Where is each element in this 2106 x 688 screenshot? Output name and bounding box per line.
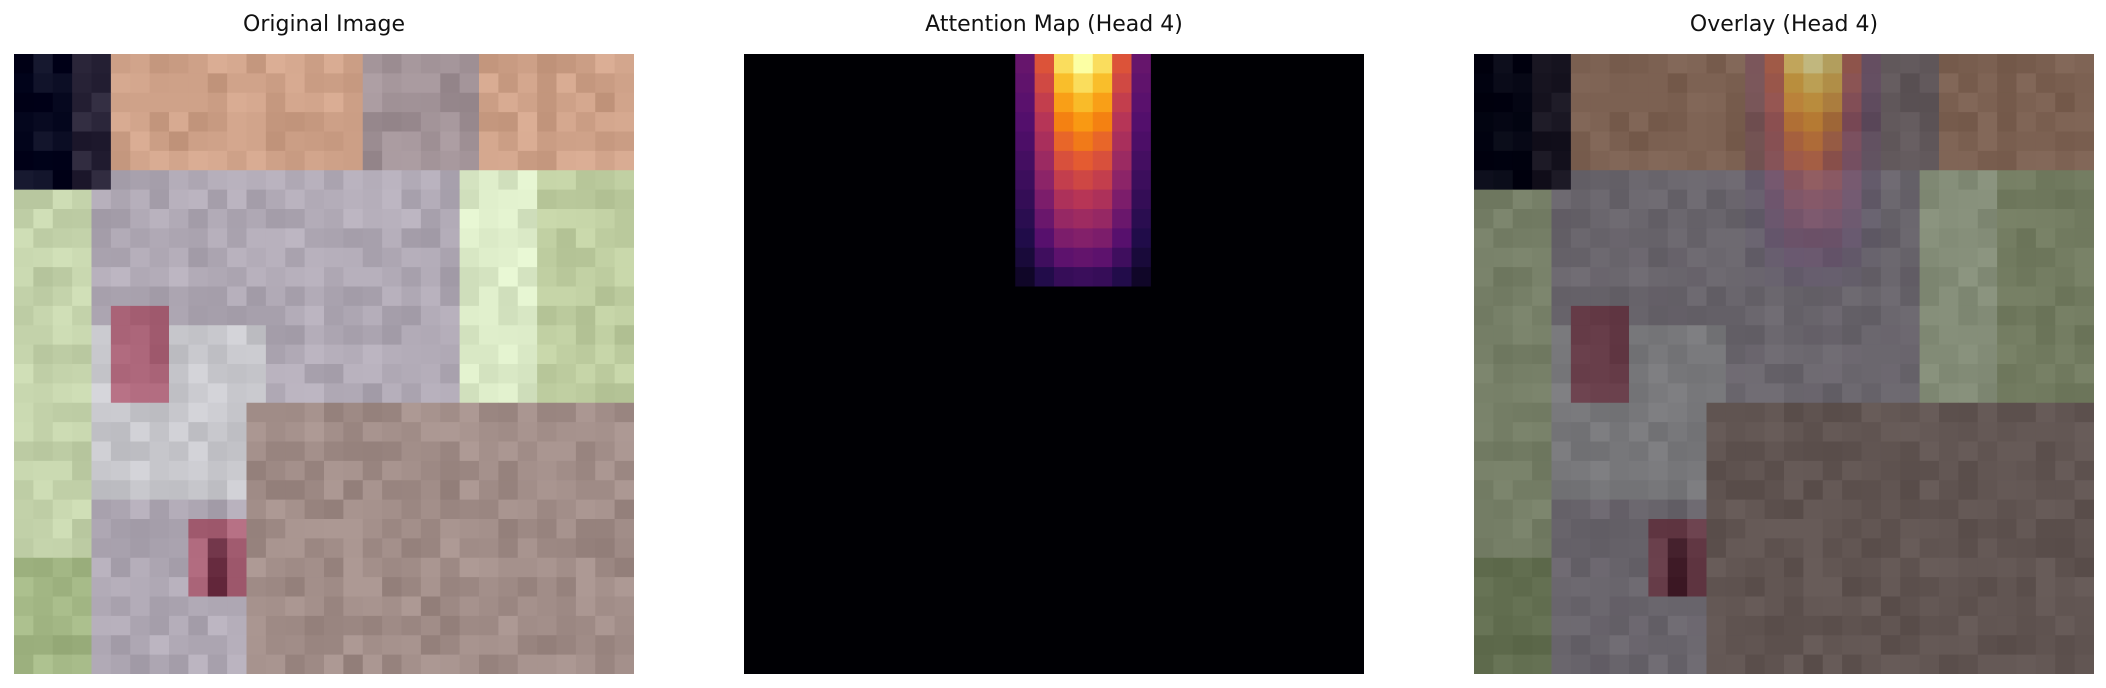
original-image	[14, 54, 634, 674]
overlay-image	[1474, 54, 2094, 674]
panel-original: Original Image	[14, 0, 634, 688]
panel-overlay: Overlay (Head 4)	[1474, 0, 2094, 688]
original-image-pixels	[14, 54, 634, 674]
attention-map-pixels	[744, 54, 1364, 674]
attention-map-image	[744, 54, 1364, 674]
panel-title-attention: Attention Map (Head 4)	[925, 12, 1183, 37]
overlay-pixels	[1474, 54, 2094, 674]
panel-title-original: Original Image	[243, 12, 405, 37]
panel-attention: Attention Map (Head 4)	[744, 0, 1364, 688]
panel-title-overlay: Overlay (Head 4)	[1689, 12, 1879, 37]
